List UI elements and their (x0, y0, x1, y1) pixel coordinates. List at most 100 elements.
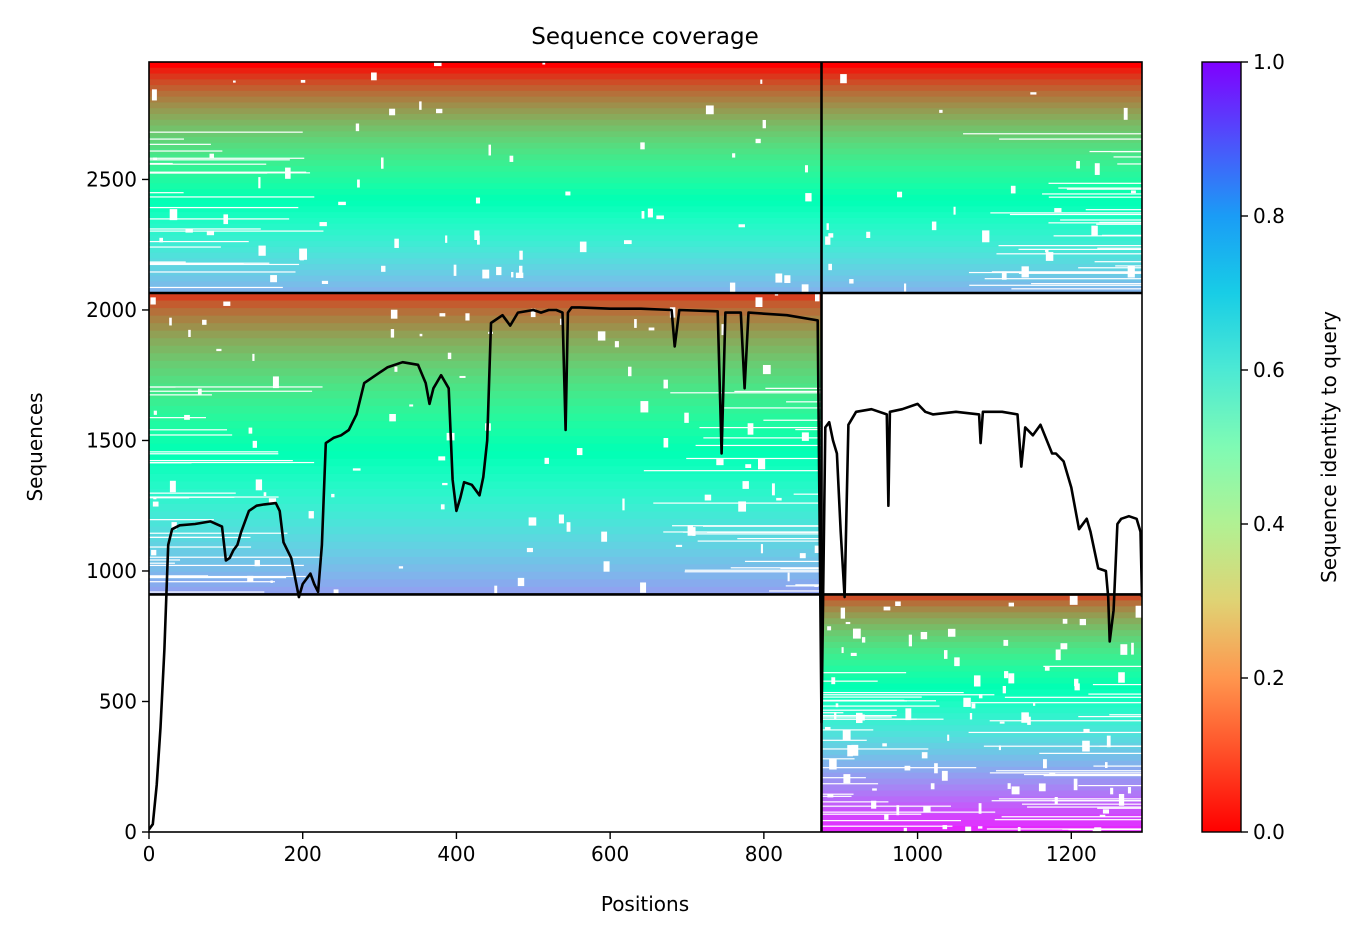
gap-streak (149, 131, 303, 133)
gap-streak (1044, 666, 1050, 671)
gap-streak (978, 694, 983, 699)
identity-band (821, 707, 1142, 714)
gap-streak (882, 743, 887, 747)
gap-streak (1004, 671, 1009, 679)
gap-streak (872, 788, 877, 791)
gap-streak (1031, 283, 1142, 285)
gap-streak (389, 414, 396, 422)
gap-streak (1060, 643, 1068, 650)
gap-streak (1074, 678, 1079, 687)
gap-streak (150, 297, 156, 305)
gap-streak (755, 138, 761, 144)
gap-streak (149, 171, 307, 173)
identity-band (149, 165, 1142, 173)
gap-streak (923, 806, 931, 813)
gap-streak (971, 702, 1142, 704)
gap-streak (1021, 803, 1142, 805)
gap-streak (821, 813, 922, 815)
gap-streak (1039, 752, 1142, 754)
identity-band (149, 102, 1142, 109)
gap-streak (747, 423, 754, 435)
gap-streak (663, 438, 669, 448)
gaps-paired (149, 62, 1142, 302)
gap-streak (826, 223, 829, 230)
gap-streak (517, 577, 525, 587)
gap-streak (821, 680, 878, 682)
gap-streak (151, 89, 157, 101)
gap-streak (252, 353, 255, 361)
gap-streak (1131, 190, 1136, 194)
colorbar (1201, 61, 1242, 833)
gap-streak (827, 626, 832, 631)
identity-band (149, 62, 1142, 69)
gap-streak (390, 329, 395, 338)
identity-band (149, 556, 822, 565)
identity-band (149, 154, 1142, 161)
y-tick-label: 2500 (86, 167, 137, 191)
identity-band (149, 142, 1142, 150)
gap-streak (821, 783, 879, 785)
gap-streak (519, 250, 523, 260)
gap-streak (149, 576, 287, 579)
identity-band (149, 293, 822, 302)
gap-streak (558, 514, 564, 524)
gap-streak (233, 80, 236, 83)
identity-band (149, 96, 1142, 104)
gap-streak (149, 564, 304, 567)
gap-streak (763, 419, 822, 421)
x-tick-label: 1200 (1046, 842, 1097, 866)
gap-streak (149, 591, 265, 593)
identity-band (821, 778, 1142, 786)
identity-band (149, 436, 822, 445)
identity-band (149, 504, 822, 513)
plot-frame (148, 61, 1143, 833)
gap-streak (1054, 208, 1062, 213)
gap-streak (438, 456, 446, 461)
gap-streak (511, 271, 514, 278)
gap-streak (821, 672, 907, 674)
colorbar-tick-label: 1.0 (1253, 50, 1285, 74)
identity-band (149, 398, 822, 407)
gap-streak (1118, 672, 1125, 683)
gap-streak (248, 427, 253, 434)
gap-streak (824, 726, 831, 731)
identity-band (821, 606, 1142, 613)
gap-streak (969, 713, 973, 720)
x-axis: 0 200 400 600 800 1000 1200 (143, 832, 1097, 866)
gap-streak (730, 567, 822, 569)
identity-band (149, 85, 1142, 92)
gap-streak (1011, 786, 1020, 795)
gap-streak (434, 62, 442, 67)
gap-streak (1094, 774, 1142, 776)
gap-streak (780, 567, 822, 570)
gap-streak (1094, 163, 1100, 175)
identity-band (821, 659, 1142, 667)
gap-streak (821, 716, 892, 718)
gap-streak (762, 119, 766, 129)
gap-streak (436, 108, 443, 114)
gap-streak (643, 470, 822, 472)
y-tick-label: 1500 (86, 428, 137, 452)
identity-band (149, 73, 1142, 80)
identity-band (149, 119, 1142, 127)
gap-streak (149, 262, 270, 264)
identity-band (149, 206, 1142, 213)
identity-band (149, 246, 1142, 254)
identity-band (149, 308, 822, 317)
gap-streak (1011, 288, 1142, 290)
gap-streak (1099, 814, 1106, 818)
gap-streak (1007, 783, 1011, 789)
gap-streak (419, 333, 423, 337)
identity-band (149, 534, 822, 543)
gap-streak (814, 545, 819, 554)
identity-band (149, 390, 822, 400)
gap-streak (721, 407, 822, 409)
identity-band (821, 641, 1142, 649)
gap-streak (821, 712, 844, 714)
identity-band (821, 683, 1142, 691)
gap-streak (149, 246, 221, 248)
gap-streak (394, 238, 399, 248)
gap-streak (1042, 193, 1142, 195)
gap-streak (1008, 673, 1015, 684)
gap-streak (1021, 712, 1029, 723)
